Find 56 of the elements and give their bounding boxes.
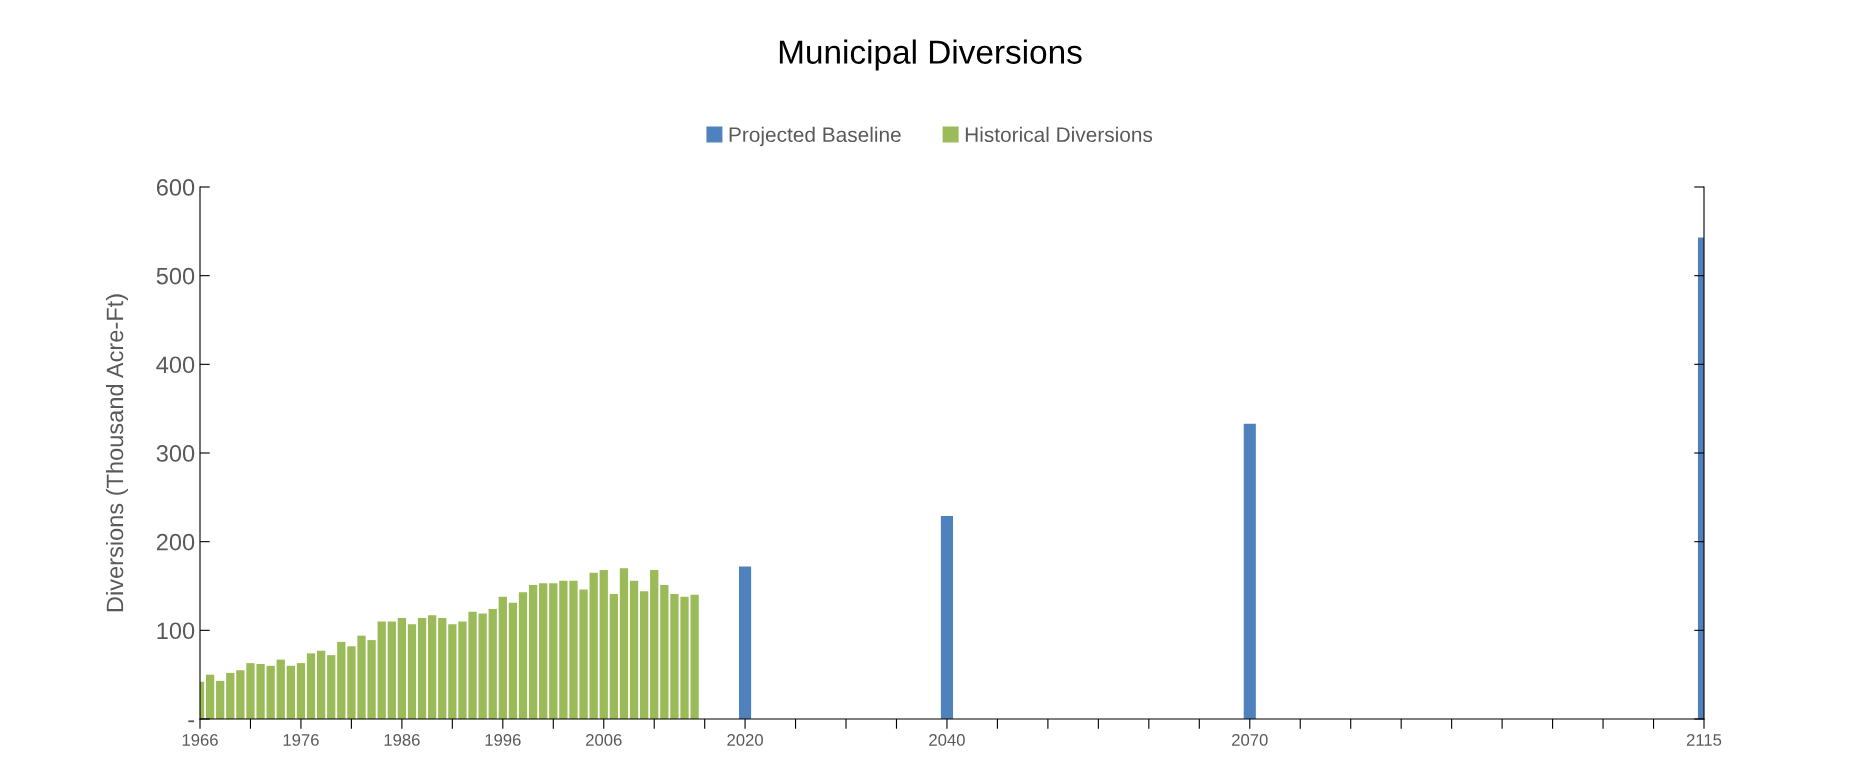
bar [508, 602, 518, 719]
y-axis-title: Diversions (Thousand Acre-Ft) [105, 294, 128, 612]
y-tick-label: 200 [156, 533, 195, 551]
x-tick-label: 2020 [727, 734, 763, 746]
x-tick-label: 1986 [384, 734, 420, 746]
bar [286, 665, 295, 719]
bar [226, 672, 235, 719]
y-tick-label: 500 [156, 267, 195, 285]
bar [650, 570, 659, 719]
x-tick-label: 1976 [283, 734, 319, 746]
bar [518, 592, 528, 719]
x-tick-label: 2006 [586, 734, 622, 746]
bar [417, 617, 427, 719]
x-tick-label: 2115 [1686, 734, 1722, 746]
x-tick-label: 2040 [929, 734, 965, 746]
y-tick-label: 100 [157, 622, 195, 640]
bar [660, 585, 669, 719]
bar [619, 568, 629, 719]
bar [316, 650, 326, 719]
bar [609, 593, 618, 719]
bar [498, 596, 507, 719]
bar [528, 585, 538, 719]
bar [387, 621, 396, 719]
legend-label: Projected Baseline [729, 126, 901, 147]
bar [488, 609, 497, 719]
y-tick-label: 600 [156, 179, 195, 196]
bar [589, 572, 598, 719]
bar [640, 591, 649, 719]
bar [448, 624, 457, 719]
x-tick-label: 2070 [1232, 734, 1268, 746]
bar [397, 617, 407, 719]
bar [216, 680, 225, 719]
y-tick-label: - [188, 720, 195, 723]
bar [428, 615, 437, 719]
bar [739, 566, 752, 719]
bar [629, 580, 639, 719]
bar [549, 583, 558, 719]
y-tick-label: 300 [156, 445, 195, 462]
bar [940, 515, 954, 719]
bar [327, 655, 336, 719]
bar [377, 621, 386, 719]
y-tick-label: 400 [156, 356, 195, 374]
bar [276, 659, 285, 719]
bar [296, 663, 306, 719]
bar [539, 583, 548, 719]
bar [599, 570, 608, 719]
legend-label: Historical Diversions [965, 126, 1153, 143]
bar [306, 653, 316, 719]
bar [337, 641, 346, 719]
bar [1243, 423, 1256, 719]
x-tick-label: 1966 [182, 734, 218, 746]
chart-title: Municipal Diversions [779, 39, 1082, 71]
bar [266, 665, 275, 719]
x-tick-label: 1996 [485, 734, 521, 746]
bar [438, 617, 447, 719]
bar [407, 624, 417, 719]
